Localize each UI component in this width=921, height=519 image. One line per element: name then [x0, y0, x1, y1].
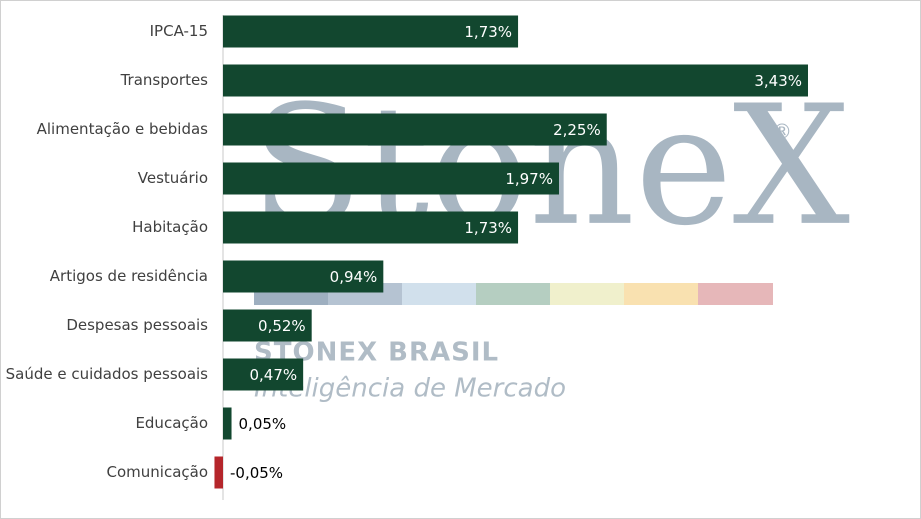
strip [698, 283, 773, 305]
bar [223, 113, 607, 146]
strip [402, 283, 476, 305]
strip [624, 283, 698, 305]
category-label: Habitação [132, 218, 208, 236]
value-label: 1,97% [505, 170, 553, 188]
watermark-registered: ® [772, 120, 792, 144]
strip [476, 283, 550, 305]
value-label: 1,73% [464, 23, 512, 41]
category-label: IPCA-15 [150, 22, 208, 40]
bar [223, 211, 519, 244]
category-label: Comunicação [107, 463, 209, 481]
bar [223, 162, 559, 195]
value-label: 3,43% [754, 72, 802, 90]
category-label: Vestuário [138, 169, 208, 187]
bar [223, 309, 312, 342]
bar [214, 456, 223, 489]
value-label: 0,94% [330, 268, 378, 286]
category-label: Transportes [120, 71, 209, 89]
category-label: Despesas pessoais [66, 316, 208, 334]
category-label: Alimentação e bebidas [37, 120, 209, 138]
bar [223, 358, 304, 391]
watermark-tagline: Inteligência de Mercado [254, 374, 566, 404]
category-label: Artigos de residência [50, 267, 208, 285]
value-label: 0,05% [239, 415, 287, 433]
bar [223, 64, 808, 97]
bar [223, 260, 384, 293]
value-label: 0,47% [250, 366, 298, 384]
value-label: 1,73% [464, 219, 512, 237]
value-label: -0,05% [230, 464, 283, 482]
category-label: Saúde e cuidados pessoais [6, 365, 209, 383]
bar [223, 15, 519, 48]
bar [223, 407, 232, 440]
strip [550, 283, 624, 305]
value-label: 0,52% [258, 317, 306, 335]
value-label: 2,25% [553, 121, 601, 139]
category-label: Educação [135, 414, 208, 432]
